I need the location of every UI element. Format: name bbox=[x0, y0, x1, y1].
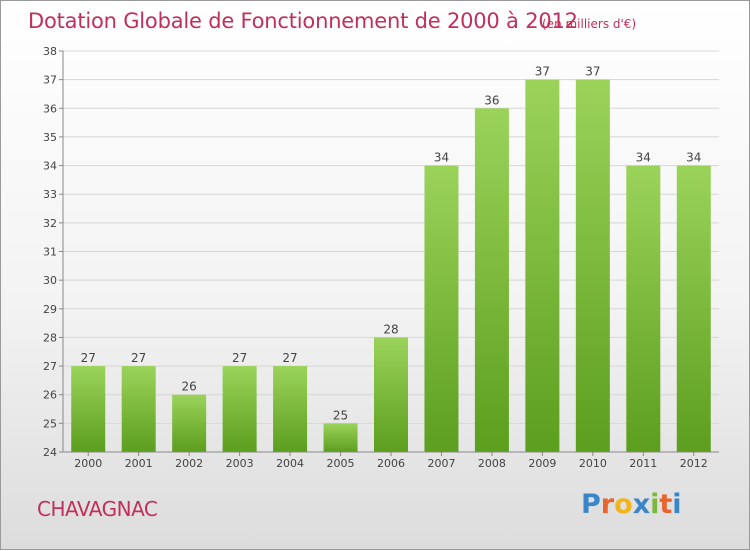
y-tick-label: 31 bbox=[43, 246, 57, 259]
y-tick-label: 27 bbox=[43, 360, 57, 373]
bar bbox=[626, 165, 661, 453]
bar bbox=[374, 337, 408, 452]
y-tick-label: 38 bbox=[43, 45, 57, 58]
y-tick-label: 34 bbox=[43, 160, 57, 173]
value-label: 25 bbox=[333, 408, 348, 422]
value-label: 27 bbox=[81, 351, 96, 365]
x-tick-label: 2006 bbox=[377, 457, 405, 470]
y-tick-label: 28 bbox=[43, 331, 57, 344]
x-tick-label: 2009 bbox=[528, 457, 556, 470]
y-tick-label: 26 bbox=[43, 389, 57, 402]
bar bbox=[222, 366, 257, 452]
y-tick-label: 37 bbox=[43, 74, 57, 87]
bars bbox=[71, 79, 711, 453]
bar bbox=[474, 108, 509, 453]
logo-letter: P bbox=[581, 489, 601, 520]
x-tick-label: 2011 bbox=[629, 457, 657, 470]
bar bbox=[71, 366, 106, 452]
logo-letter: o bbox=[614, 489, 633, 520]
x-tick-label: 2008 bbox=[478, 457, 506, 470]
value-label: 37 bbox=[585, 65, 600, 79]
y-tick-label: 24 bbox=[43, 446, 57, 459]
value-label: 36 bbox=[484, 93, 499, 107]
logo-letter: r bbox=[600, 489, 615, 520]
proxiti-logo: Proxiti bbox=[581, 489, 682, 520]
axes bbox=[59, 50, 719, 456]
bar bbox=[676, 165, 711, 453]
x-tick-label: 2002 bbox=[175, 457, 203, 470]
chart-title: Dotation Globale de Fonctionnement de 20… bbox=[28, 9, 578, 33]
value-label: 37 bbox=[535, 65, 550, 79]
x-tick-label: 2004 bbox=[276, 457, 304, 470]
bar bbox=[525, 79, 560, 453]
y-tick-label: 35 bbox=[43, 131, 57, 144]
y-tick-label: 36 bbox=[43, 102, 57, 115]
value-label: 26 bbox=[182, 380, 197, 394]
labels: 24 25 26 27 28 29 30 31 32 33 34 35 36 37 38 27 2000 27 20… bbox=[43, 45, 708, 470]
x-tick-label: 2000 bbox=[74, 457, 102, 470]
x-tick-label: 2007 bbox=[427, 457, 455, 470]
x-tick-label: 2005 bbox=[327, 457, 355, 470]
logo-letter: t bbox=[659, 489, 673, 520]
y-tick-label: 25 bbox=[43, 417, 57, 430]
x-tick-label: 2003 bbox=[226, 457, 254, 470]
value-label: 27 bbox=[282, 351, 297, 365]
chart-units: (en milliers d'€) bbox=[542, 17, 637, 31]
bar bbox=[273, 366, 308, 452]
logo-letter: i bbox=[672, 489, 682, 520]
bar bbox=[121, 366, 156, 452]
value-label: 27 bbox=[232, 351, 247, 365]
logo-letter: i bbox=[650, 489, 660, 520]
value-label: 34 bbox=[434, 151, 449, 165]
commune-name: CHAVAGNAC bbox=[37, 497, 158, 521]
value-label: 34 bbox=[636, 151, 651, 165]
x-tick-label: 2012 bbox=[680, 457, 708, 470]
value-label: 34 bbox=[686, 151, 701, 165]
bar bbox=[323, 423, 358, 452]
value-label: 28 bbox=[383, 322, 398, 336]
value-label: 27 bbox=[131, 351, 146, 365]
x-tick-label: 2001 bbox=[125, 457, 153, 470]
y-tick-label: 30 bbox=[43, 274, 57, 287]
bar bbox=[575, 79, 610, 453]
logo-letter: x bbox=[632, 489, 651, 520]
y-tick-label: 29 bbox=[43, 303, 57, 316]
y-tick-label: 32 bbox=[43, 217, 57, 230]
y-tick-label: 33 bbox=[43, 188, 57, 201]
bar bbox=[424, 165, 459, 453]
x-tick-label: 2010 bbox=[579, 457, 607, 470]
bar bbox=[172, 394, 207, 452]
